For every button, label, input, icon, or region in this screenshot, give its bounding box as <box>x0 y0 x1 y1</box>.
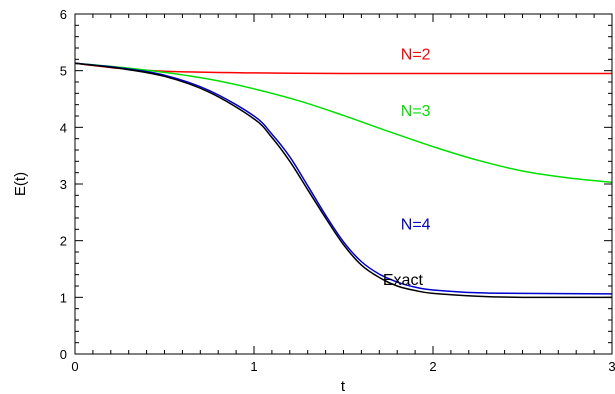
y-tick-label: 5 <box>60 64 67 79</box>
y-axis-label: E(t) <box>12 172 29 196</box>
series-line-exact <box>74 62 613 299</box>
y-tick-label: 1 <box>60 290 67 305</box>
y-tick-label: 2 <box>60 234 67 249</box>
ticks-layer: 0 1 2 3 0 1 2 3 4 5 6 <box>60 7 615 374</box>
series-label-n-2: N=2 <box>401 46 431 63</box>
x-tick-label: 1 <box>250 359 257 374</box>
y-tick-label: 4 <box>60 120 67 135</box>
series-label-exact: Exact <box>383 272 424 289</box>
x-axis-label: t <box>341 378 346 394</box>
y-tick-label: 3 <box>60 177 67 192</box>
labels-layer: N=2 N=3 N=4 Exact <box>383 46 431 289</box>
y-tick-label: 0 <box>60 347 67 362</box>
y-tick-label: 6 <box>60 7 67 22</box>
series-label-n-4: N=4 <box>401 216 431 233</box>
series-label-n-3: N=3 <box>401 103 431 120</box>
x-tick-label: 3 <box>608 359 615 374</box>
x-tick-label: 2 <box>429 359 436 374</box>
series-line-n-4 <box>74 62 613 295</box>
plot-frame <box>74 13 613 355</box>
series-layer <box>74 62 613 299</box>
series-line-n-3 <box>74 62 613 184</box>
x-tick-label: 0 <box>71 359 78 374</box>
series-line-n-2 <box>74 62 612 75</box>
